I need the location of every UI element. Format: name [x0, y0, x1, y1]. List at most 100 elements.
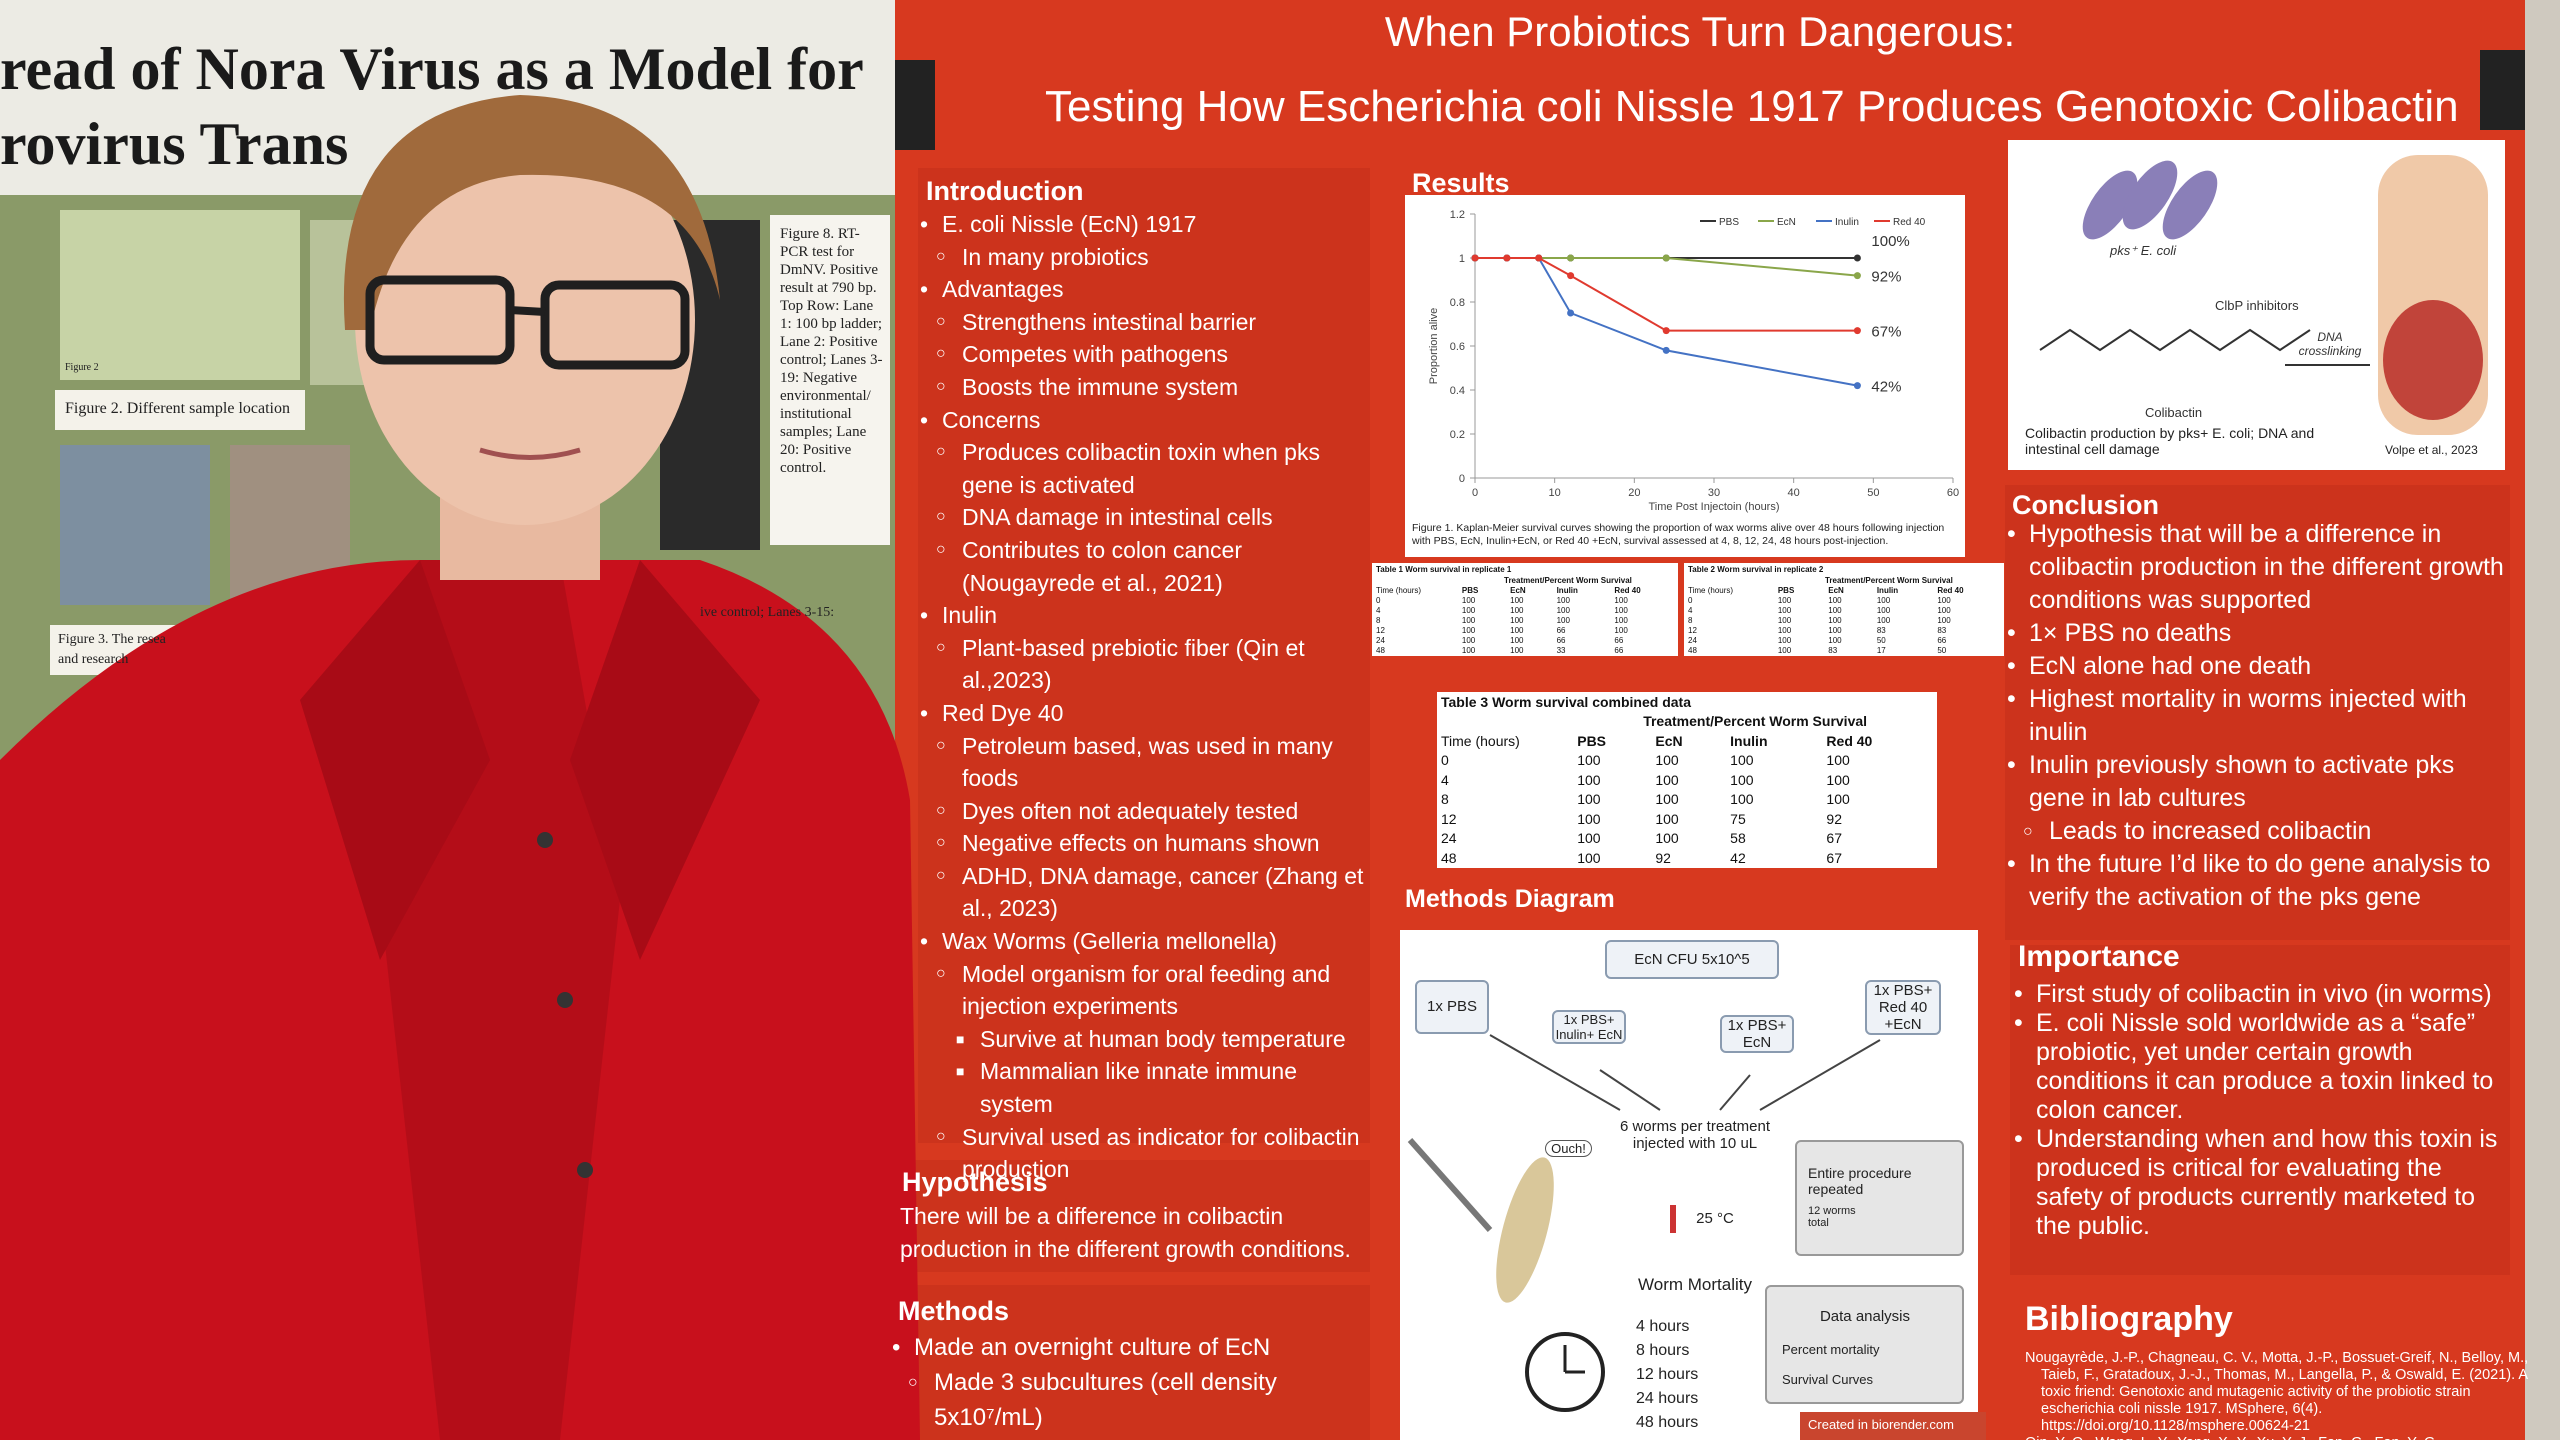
- item-text: Competes with pathogens: [962, 341, 1228, 368]
- diagram-box: 1x PBS+ Inulin+ EcN: [1552, 1010, 1626, 1044]
- table-cell: 100: [1828, 616, 1842, 625]
- list-item: E. coli Nissle sold worldwide as a “safe…: [2012, 1009, 2512, 1125]
- table-cell: 100: [1826, 791, 1850, 807]
- figure-caption: Figure 1. Kaplan-Meier survival curves s…: [1412, 522, 1945, 547]
- group-header: Treatment/Percent Worm Survival: [1824, 576, 1953, 585]
- table-cell: 100: [1937, 606, 1951, 615]
- item-text: Inulin previously shown to activate pks …: [2029, 751, 2455, 812]
- table-cell: 100: [1577, 830, 1601, 846]
- list-item: Contributes to colon cancer (Nougayrede …: [918, 534, 1368, 599]
- table-row: 12 100 100 75 92: [1437, 810, 1937, 830]
- table-cell: 66: [1556, 636, 1566, 645]
- glasses: [365, 275, 515, 365]
- table-cell: 66: [1556, 626, 1566, 635]
- arrow: [1489, 1034, 1621, 1111]
- diagram-text: 12 worms total: [1808, 1205, 1856, 1229]
- credit: Created in biorender.com: [1800, 1412, 1986, 1440]
- table-cell: 42: [1730, 849, 1746, 866]
- table-cell: 67: [1826, 830, 1842, 846]
- y-tick-label: 1: [1459, 253, 1465, 265]
- list-item: In many probiotics: [918, 241, 1368, 274]
- value-label: 42%: [1871, 379, 1901, 396]
- table-cell: 66: [1614, 646, 1624, 655]
- glasses-bridge: [509, 306, 546, 316]
- item-text: Plant-based prebiotic fiber (Qin et al.,…: [962, 634, 1305, 694]
- table-row: 12 100 100 83 83: [1684, 626, 2004, 636]
- table-cell: 100: [1655, 830, 1679, 846]
- button: [537, 832, 553, 848]
- table-cell: [1437, 712, 1573, 732]
- table-cell: 17: [1876, 646, 1886, 655]
- left-figure: [60, 210, 300, 380]
- table-cell: 100: [1777, 606, 1792, 615]
- table-cell: 100: [1826, 752, 1850, 768]
- column-header: Time (hours): [1441, 732, 1520, 749]
- table-cell: 100: [1510, 636, 1524, 645]
- speech-bubble: Ouch!: [1545, 1140, 1592, 1157]
- table-cell: 12: [1441, 810, 1457, 827]
- table-row: 24 100 100 58 67: [1437, 829, 1937, 849]
- table-cell: 100: [1730, 791, 1754, 807]
- data-point: [1853, 254, 1861, 262]
- item-text: EcN alone had one death: [2029, 652, 2312, 680]
- table-cell: 100: [1510, 646, 1524, 655]
- list-item: Negative effects on humans shown: [918, 827, 1368, 860]
- figure-credit: Volpe et al., 2023: [2385, 443, 2478, 457]
- list-item: Dyes often not adequately tested: [918, 795, 1368, 828]
- x-tick-label: 60: [1947, 487, 1959, 499]
- diagram-text: Survival Curves: [1782, 1372, 1874, 1387]
- list-item: E. coli Nissle (EcN) 1917: [918, 208, 1368, 241]
- table-cell: 100: [1461, 616, 1476, 625]
- table-cell: 92: [1826, 810, 1842, 827]
- table-cell: 100: [1655, 791, 1679, 807]
- damaged-cell: [2383, 300, 2483, 420]
- table-cell: 4: [1688, 606, 1693, 615]
- item-text: Wax Worms (Gelleria mellonella): [942, 928, 1277, 955]
- y-axis-label: Proportion alive: [1428, 308, 1440, 384]
- data-point: [1662, 254, 1670, 262]
- item-text: Model organism for oral feeding and inje…: [962, 960, 1331, 1020]
- column-header: EcN: [1655, 732, 1683, 749]
- table-cell: 50: [1937, 646, 1947, 655]
- column-header: Red 40: [1937, 586, 1964, 595]
- figure-label: pks⁺ E. coli: [2110, 243, 2177, 258]
- clip: [2480, 50, 2525, 130]
- time-label: 8 hours: [1636, 1342, 1690, 1359]
- item-text: Advantages: [942, 276, 1064, 303]
- item-text: E. coli Nissle (EcN) 1917: [942, 211, 1197, 237]
- item-text: Mammalian like innate immune system: [980, 1058, 1298, 1118]
- left-title: rovirus Trans: [0, 111, 349, 177]
- table-cell: 8: [1441, 791, 1449, 807]
- table-cell: 100: [1556, 606, 1570, 615]
- table-cell: 92: [1655, 849, 1671, 866]
- conclusion-list: Hypothesis that will be a difference in …: [2005, 518, 2505, 914]
- table-cell: 100: [1777, 626, 1792, 635]
- y-tick-label: 0: [1459, 473, 1465, 485]
- list-item: Made 3 subcultures (cell density 5x10⁷/m…: [890, 1365, 1370, 1435]
- table-cell: 100: [1876, 616, 1891, 625]
- series-line: [1475, 257, 1858, 332]
- table-cell: 100: [1937, 596, 1951, 605]
- list-item: Leads to increased colibactin: [2005, 815, 2505, 848]
- item-text: Survive at human body temperature: [980, 1025, 1346, 1052]
- column-header: Red 40: [1614, 586, 1641, 595]
- lapel: [300, 560, 490, 960]
- table-row: Treatment/Percent Worm Survival: [1684, 576, 2004, 586]
- repeat-box: [1795, 1140, 1964, 1256]
- table-cell: 24: [1688, 636, 1697, 645]
- diagram-box: 1x PBS+ EcN: [1720, 1015, 1794, 1053]
- figure-label: Colibactin: [2145, 405, 2203, 420]
- data-point: [1853, 272, 1861, 280]
- table-row: 24 100 100 66 66: [1372, 636, 1678, 646]
- reference: Qin, Y.-Q., Wang, L.-Y., Yang, X.-Y., Xu…: [2025, 1435, 2545, 1440]
- table-row: 4 100 100 100 100: [1372, 606, 1678, 616]
- item-text: In the future I’d like to do gene analys…: [2029, 850, 2491, 911]
- table-cell: [1372, 576, 1458, 586]
- table: Table 2 Worm survival in replicate 2 Trea…: [1684, 563, 2004, 656]
- table-row: Time (hours) PBS EcN Inulin Red 40: [1684, 586, 2004, 596]
- item-text: DNA damage in intestinal cells: [962, 504, 1273, 531]
- worm: [1496, 1157, 1554, 1303]
- list-item: DNA damage in intestinal cells: [918, 501, 1368, 534]
- face: [355, 115, 695, 525]
- table-cell: 8: [1688, 616, 1693, 625]
